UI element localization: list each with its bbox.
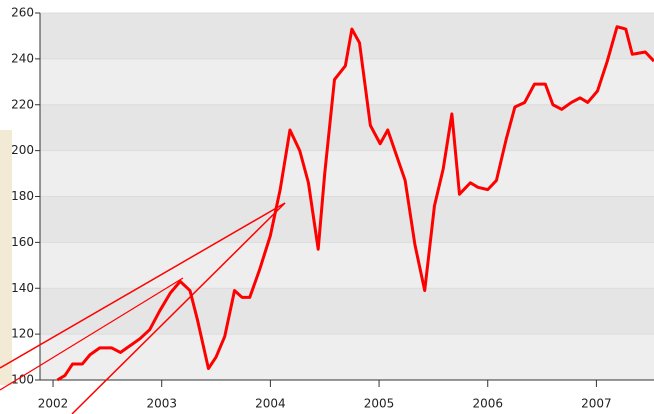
y-tick-label: 220: [11, 97, 34, 111]
grid-band: [40, 288, 654, 335]
x-tick-label: 2003: [146, 397, 177, 411]
y-tick-label: 140: [11, 281, 34, 295]
x-tick-label: 2005: [364, 397, 395, 411]
x-tick-label: 2004: [255, 397, 286, 411]
grid-band: [40, 242, 654, 289]
grid-band: [40, 58, 654, 105]
y-tick-label: 160: [11, 235, 34, 249]
y-tick-label: 100: [11, 373, 34, 387]
annotation-line: [71, 202, 286, 414]
grid-band: [40, 150, 654, 197]
y-tick-label: 180: [11, 189, 34, 203]
annotation-line: [0, 277, 184, 391]
y-tick-label: 200: [11, 143, 34, 157]
plot-background: [40, 12, 654, 381]
y-tick-label: 240: [11, 51, 34, 65]
y-tick-label: 260: [11, 6, 34, 20]
x-tick-label: 2002: [38, 397, 69, 411]
grid-band: [40, 104, 654, 151]
plot: 100 120 140 160 180 200 220 240 260 2002 2003 2004 2…: [11, 6, 654, 411]
grid-band: [40, 334, 654, 380]
y-tick-label: 120: [11, 327, 34, 341]
x-tick-label: 2006: [472, 397, 503, 411]
annotations: [0, 202, 286, 414]
data-line: [56, 25, 654, 382]
annotation-line: [0, 202, 286, 369]
x-tick-label: 2007: [581, 397, 612, 411]
grid-band: [40, 196, 654, 243]
side-panel: [0, 130, 12, 385]
